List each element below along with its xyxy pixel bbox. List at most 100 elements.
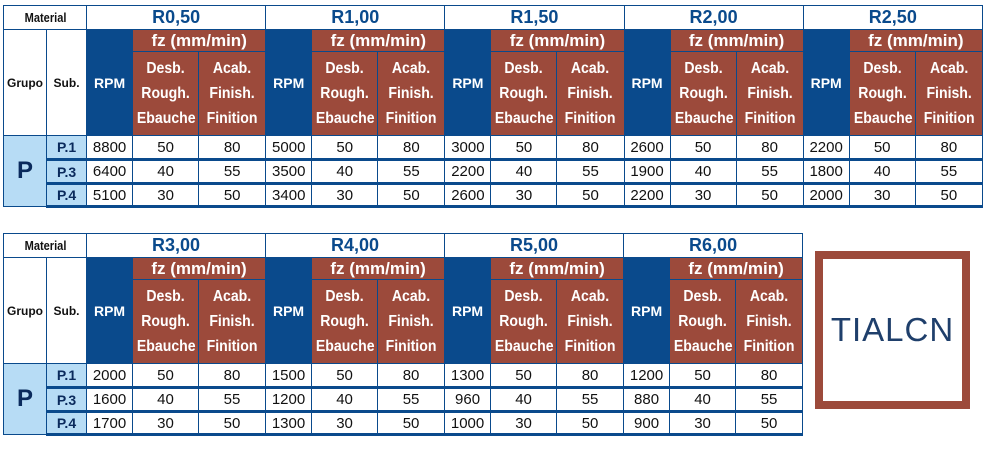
finishing-label: Finition	[385, 110, 437, 127]
finishing-value: 55	[735, 387, 804, 413]
roughing-label: Ebauche	[137, 110, 196, 127]
fz-header: fz (mm/min)	[132, 29, 267, 52]
roughing-value: 50	[669, 363, 737, 389]
finishing-label: Finish.	[209, 85, 255, 102]
finishing-label: Finish.	[746, 85, 793, 102]
roughing-header: Desb. Rough. Ebauche	[848, 51, 916, 136]
table-row: P.3 1600 40 55 1200 40 55 960 40 55 880 40 55	[4, 387, 804, 413]
rpm-value: 2200	[802, 135, 850, 161]
rpm-header: RPM	[444, 29, 492, 136]
rpm-header: RPM	[623, 257, 671, 364]
rpm-value: 1300	[444, 363, 492, 389]
roughing-label: Ebauche	[674, 110, 734, 127]
radius-header: R2,00	[623, 5, 804, 30]
finishing-value: 80	[377, 135, 446, 161]
finishing-header: Acab. Finish. Finition	[914, 51, 984, 136]
rpm-value: 2000	[802, 183, 850, 208]
rpm-header: RPM	[265, 29, 313, 136]
finishing-value: 55	[198, 387, 267, 413]
rpm-header: RPM	[86, 29, 134, 136]
rpm-value: 1000	[444, 411, 492, 436]
finishing-label: Acab.	[571, 60, 610, 77]
speed-table-1: Material R0,50 R1,00 R1,50 R2,00 R2,50 Grupo Su…	[2, 5, 984, 208]
rpm-value: 1300	[265, 411, 313, 436]
radius-header: R0,50	[86, 5, 267, 30]
fz-header: fz (mm/min)	[490, 257, 625, 280]
finishing-value: 80	[377, 363, 446, 389]
table-row: P P.1 8800 50 80 5000 50 80 3000 50 80 2600 50 80 2200…	[2, 135, 984, 207]
finishing-value: 50	[198, 183, 267, 208]
sub-header: Sub.	[45, 257, 88, 364]
roughing-label: Ebauche	[853, 110, 913, 127]
radius-header: R1,50	[444, 5, 625, 30]
rpm-value: 1700	[86, 411, 134, 436]
roughing-value: 30	[311, 411, 379, 436]
finishing-header: Acab. Finish. Finition	[377, 279, 446, 364]
finishing-value: 55	[556, 387, 625, 413]
finishing-label: Finition	[565, 110, 616, 127]
finishing-label: Finish.	[209, 313, 255, 330]
rpm-header: RPM	[623, 29, 671, 136]
roughing-label: Desb.	[863, 60, 902, 77]
roughing-value: 50	[490, 363, 558, 389]
rpm-header: RPM	[265, 257, 313, 364]
radius-header: R5,00	[444, 233, 625, 258]
roughing-label: Desb.	[683, 60, 723, 77]
roughing-header: Desb. Rough. Ebauche	[132, 279, 200, 364]
rpm-header: RPM	[86, 257, 134, 364]
subgroup-label: P.4	[46, 183, 88, 208]
roughing-label: Ebauche	[494, 338, 554, 355]
roughing-label: Desb.	[325, 288, 364, 305]
finishing-value: 55	[377, 387, 446, 413]
roughing-label: Rough.	[857, 85, 907, 102]
finishing-header: Acab. Finish. Finition	[377, 51, 446, 136]
roughing-value: 30	[848, 183, 916, 208]
finishing-value: 80	[735, 135, 804, 161]
roughing-header: Desb. Rough. Ebauche	[311, 51, 379, 136]
rpm-value: 880	[623, 387, 671, 413]
roughing-label: Rough.	[678, 85, 728, 102]
finishing-value: 50	[556, 411, 625, 436]
fz-header: fz (mm/min)	[669, 29, 804, 52]
finishing-value: 80	[198, 135, 267, 161]
finishing-label: Acab.	[929, 60, 969, 77]
finishing-value: 50	[914, 183, 984, 208]
rpm-value: 1500	[265, 363, 313, 389]
finishing-value: 50	[556, 183, 625, 208]
material-label: Material	[24, 10, 66, 25]
roughing-value: 50	[311, 363, 379, 389]
table-row: P.3 6400 40 55 3500 40 55 2200 40 55 1900 40 55 1800 4…	[4, 159, 984, 185]
rpm-value: 5100	[86, 183, 134, 208]
fz-header: fz (mm/min)	[669, 257, 804, 280]
speed-table-2: Material R3,00 R4,00 R5,00 R6,00 Grupo Sub. RPM…	[3, 233, 804, 436]
roughing-value: 50	[669, 135, 737, 161]
roughing-header: Desb. Rough. Ebauche	[669, 51, 737, 136]
roughing-label: Desb.	[683, 288, 722, 305]
table-row: P P.1 2000 50 80 1500 50 80 1300 50 80 1200 50 80	[3, 363, 804, 435]
finishing-label: Acab.	[750, 60, 789, 77]
material-group: P	[2, 135, 48, 207]
finishing-label: Acab.	[392, 60, 431, 77]
finishing-value: 55	[914, 159, 984, 185]
rpm-value: 3500	[265, 159, 313, 185]
roughing-header: Desb. Rough. Ebauche	[132, 51, 200, 136]
finishing-value: 80	[198, 363, 267, 389]
finishing-label: Finish.	[567, 85, 614, 102]
rpm-value: 2000	[86, 363, 134, 389]
roughing-value: 40	[490, 387, 558, 413]
subgroup-label: P.3	[46, 159, 88, 185]
coating-label: TIALCN	[830, 311, 955, 348]
finishing-label: Finition	[385, 338, 437, 355]
rpm-value: 5000	[265, 135, 313, 161]
finishing-value: 55	[735, 159, 804, 185]
roughing-value: 40	[669, 159, 737, 185]
finishing-label: Finish.	[746, 313, 792, 330]
roughing-label: Ebauche	[495, 110, 554, 127]
roughing-value: 50	[311, 135, 379, 161]
finishing-label: Finish.	[567, 313, 613, 330]
finishing-label: Finish.	[926, 85, 972, 102]
roughing-value: 40	[132, 159, 200, 185]
finishing-label: Finition	[923, 110, 975, 127]
finishing-label: Finition	[743, 338, 795, 355]
fz-header: fz (mm/min)	[311, 29, 446, 52]
